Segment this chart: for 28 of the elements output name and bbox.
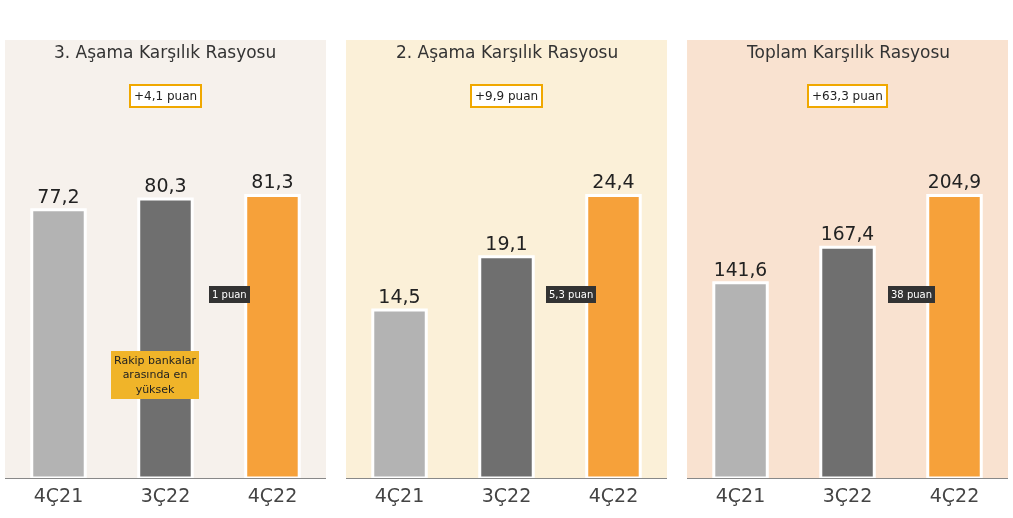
chart-title: Toplam Karşılık Rasyosu — [746, 42, 951, 62]
data-label: 167,4 — [820, 223, 875, 245]
data-label: 204,9 — [927, 171, 982, 193]
data-label: 141,6 — [713, 258, 768, 280]
data-label: 81,3 — [251, 170, 294, 193]
x-tick-label: 4Ç22 — [247, 483, 298, 506]
data-label: 77,2 — [37, 184, 80, 207]
text: +4,1 puan — [134, 89, 198, 103]
chart-title: 2. Aşama Karşılık Rasyosu — [396, 42, 619, 62]
annotation: 1 puan — [212, 289, 247, 300]
x-tick-label: 4Ç21 — [33, 483, 84, 506]
x-tick-label: 4Ç22 — [929, 483, 980, 506]
annotation: 38 puan — [891, 289, 933, 300]
x-tick-label: 3Ç22 — [822, 483, 873, 506]
data-label: 19,1 — [485, 231, 528, 254]
annotation: 5,3 puan — [549, 289, 594, 300]
x-tick-label: 4Ç21 — [715, 483, 766, 506]
data-label: 24,4 — [592, 170, 635, 193]
text: +63,3 puan — [812, 89, 883, 103]
data-label: 80,3 — [144, 173, 187, 196]
x-tick-label: 4Ç22 — [588, 483, 639, 506]
x-tick-label: 4Ç21 — [374, 483, 425, 506]
x-tick-label: 3Ç22 — [140, 483, 191, 506]
annotation: Rakip bankalar arasında en yüksek — [114, 354, 197, 396]
x-tick-label: 3Ç22 — [481, 483, 532, 506]
chart-title: 3. Aşama Karşılık Rasyosu — [54, 42, 277, 62]
data-label: 14,5 — [378, 285, 421, 308]
text: +9,9 puan — [475, 89, 539, 103]
